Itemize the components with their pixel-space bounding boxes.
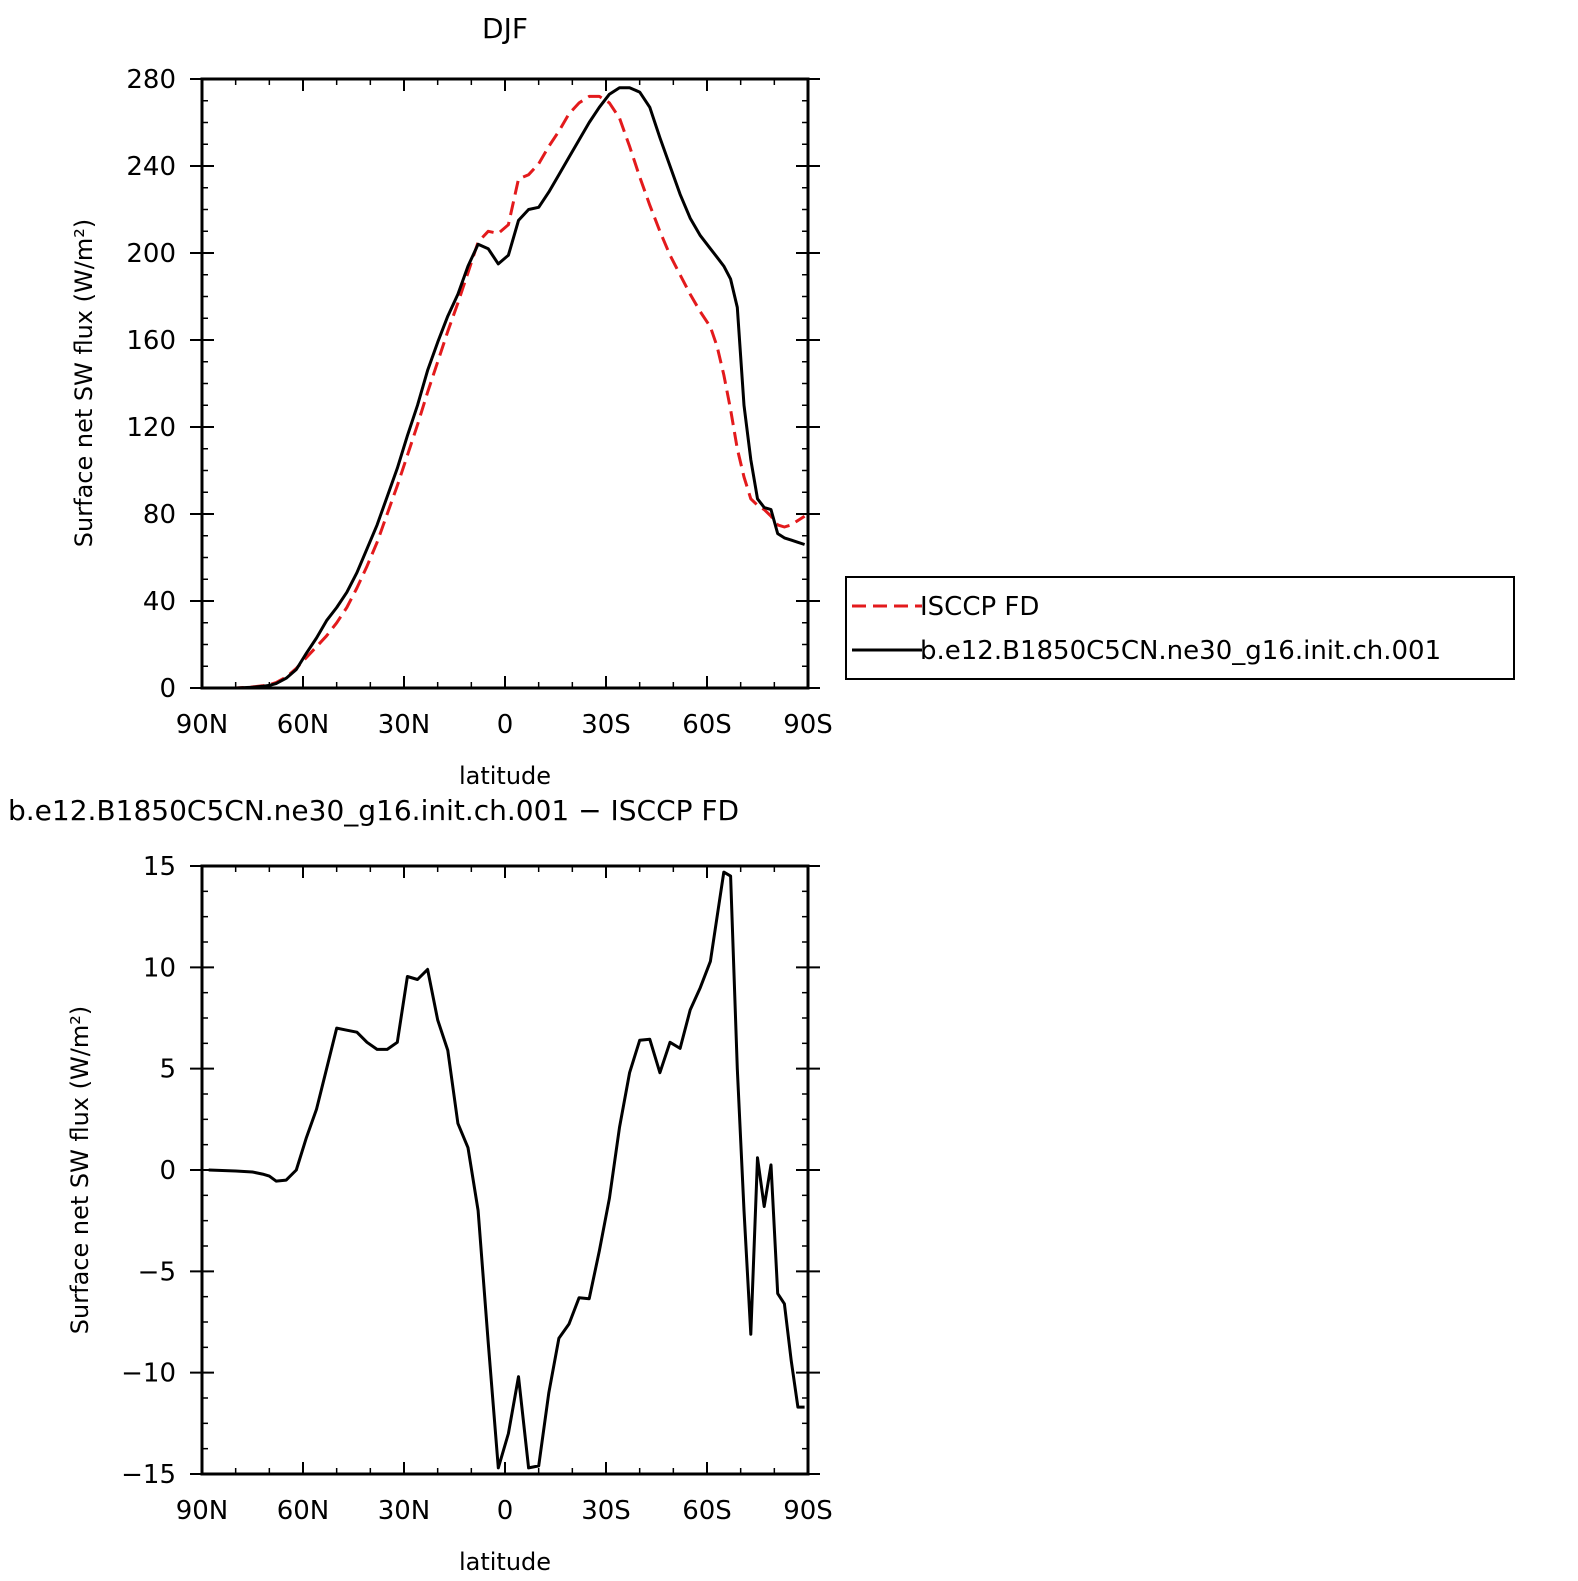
- top-x-tick-label: 30S: [581, 710, 631, 740]
- top-series-line-1: [208, 86, 806, 690]
- bottom-y-tick-label: 15: [143, 852, 176, 882]
- bottom-chart-title: b.e12.B1850C5CN.ne30_g16.init.ch.001 − I…: [8, 794, 739, 827]
- top-x-tick-label: 90S: [783, 710, 833, 740]
- top-y-tick-label: 80: [143, 500, 176, 530]
- top-x-axis-label: latitude: [459, 762, 551, 790]
- top-x-tick-label: 0: [497, 710, 514, 740]
- bottom-y-tick-label: 10: [143, 953, 176, 983]
- top-y-tick-label: 240: [126, 152, 176, 182]
- bottom-x-tick-label: 90S: [783, 1496, 833, 1526]
- bottom-plot-lines: [208, 870, 805, 1470]
- top-y-tick-label: 120: [126, 413, 176, 443]
- bottom-ticks: 90N 60N 30N 0 30S 60S 90S −15 −10 −5 0 5 10 15: [121, 852, 833, 1526]
- legend-label-model: b.e12.B1850C5CN.ne30_g16.init.ch.001: [920, 636, 1441, 666]
- top-x-tick-label: 60S: [682, 710, 732, 740]
- bottom-series-line-0: [208, 870, 805, 1470]
- top-y-axis-label: Surface net SW flux (W/m²): [70, 219, 98, 547]
- bottom-x-tick-label: 30S: [581, 1496, 631, 1526]
- top-x-tick-label: 60N: [277, 710, 330, 740]
- top-x-tick-label: 90N: [176, 710, 229, 740]
- top-y-tick-label: 160: [126, 326, 176, 356]
- bottom-plot-frame: [200, 864, 810, 1476]
- bottom-y-axis-label: Surface net SW flux (W/m²): [66, 1006, 94, 1334]
- top-chart-title: DJF: [482, 12, 528, 45]
- top-y-tick-label: 0: [159, 674, 176, 704]
- legend: ISCCP FD b.e12.B1850C5CN.ne30_g16.init.c…: [845, 576, 1515, 680]
- legend-label-isccp: ISCCP FD: [920, 592, 1039, 622]
- top-y-tick-label: 200: [126, 239, 176, 269]
- top-ticks: 90N 60N 30N 0 30S 60S 90S 0 40 80 120 160 200 240 280: [126, 65, 832, 740]
- bottom-y-tick-label: 5: [159, 1055, 176, 1085]
- top-plot-frame: [200, 77, 810, 690]
- top-series-line-0: [208, 94, 806, 690]
- bottom-panel: b.e12.B1850C5CN.ne30_g16.init.ch.001 − I…: [8, 794, 833, 1576]
- bottom-y-tick-label: −15: [121, 1460, 176, 1490]
- top-panel: DJF 90N 60N 30N 0 30S 60S 90S 0 40 80 120 160 200 240…: [70, 12, 1515, 790]
- bottom-x-tick-label: 60N: [277, 1496, 330, 1526]
- bottom-x-tick-label: 0: [497, 1496, 514, 1526]
- top-plot-lines: [208, 86, 806, 690]
- top-y-tick-label: 280: [126, 65, 176, 95]
- bottom-x-tick-label: 30N: [378, 1496, 431, 1526]
- top-x-tick-label: 30N: [378, 710, 431, 740]
- bottom-y-tick-label: −10: [121, 1359, 176, 1389]
- bottom-x-tick-label: 60S: [682, 1496, 732, 1526]
- bottom-y-tick-label: 0: [159, 1156, 176, 1186]
- bottom-y-tick-label: −5: [138, 1257, 176, 1287]
- top-y-tick-label: 40: [143, 587, 176, 617]
- legend-box: [845, 576, 1515, 680]
- bottom-x-axis-label: latitude: [459, 1548, 551, 1576]
- bottom-x-tick-label: 90N: [176, 1496, 229, 1526]
